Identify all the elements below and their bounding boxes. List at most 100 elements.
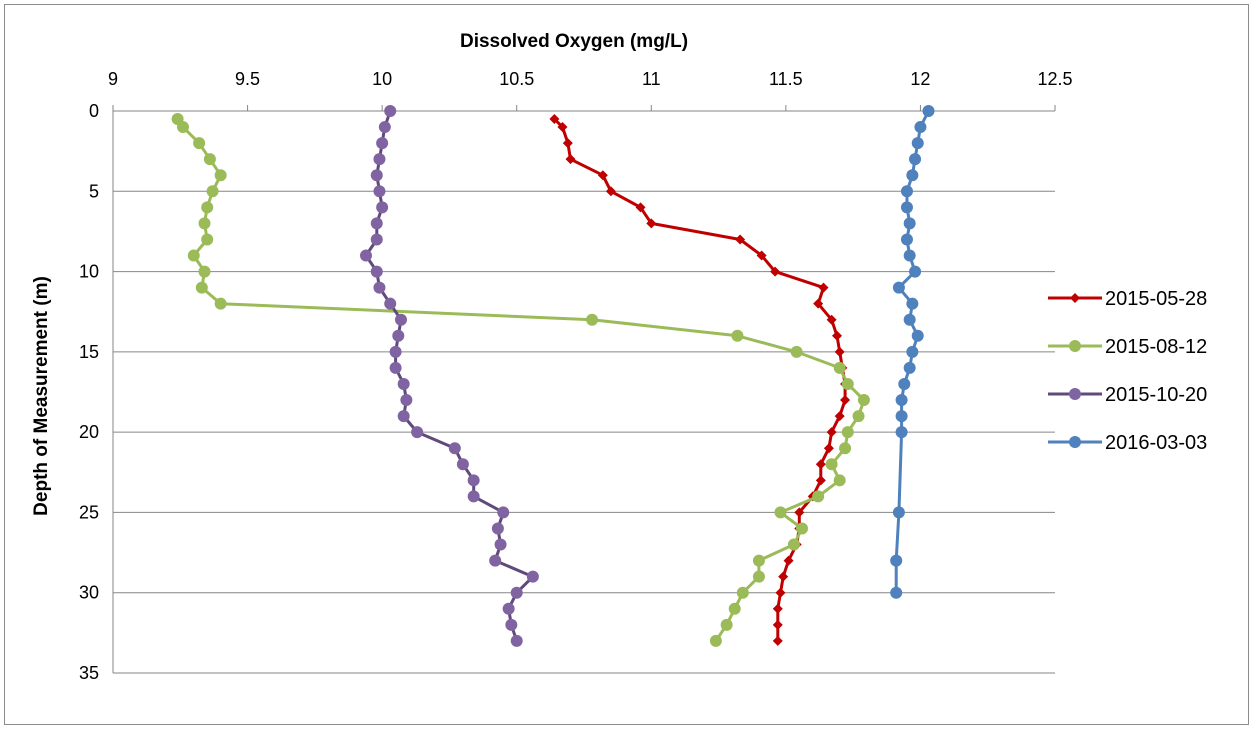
data-point-2015-10-20-4 — [370, 169, 383, 182]
data-point-2016-03-03-11 — [892, 281, 905, 294]
data-point-2015-10-20-19 — [397, 410, 410, 423]
legend-item-2015-10-20: 2015-10-20 — [1048, 384, 1207, 406]
data-point-2015-08-12-8 — [201, 233, 214, 246]
data-point-2015-05-28-18 — [840, 395, 851, 406]
data-point-2016-03-03-14 — [911, 329, 924, 342]
legend: 2015-05-28 2015-08-12 2015-10-20 2016-03-03 — [1048, 288, 1207, 454]
series-2015-10-20 — [359, 105, 539, 647]
data-point-2015-10-20-27 — [494, 538, 507, 551]
data-point-2015-05-28-15 — [834, 346, 845, 357]
data-point-2015-08-12-11 — [195, 281, 208, 294]
data-point-2016-03-03-2 — [911, 137, 924, 150]
legend-label-2016-03-03: 2016-03-03 — [1105, 432, 1207, 454]
data-point-2015-08-12-22 — [825, 458, 838, 471]
data-point-2016-03-03-23 — [890, 586, 903, 599]
series-line-2015-05-28 — [553, 117, 847, 641]
data-point-2015-05-28-20 — [826, 427, 837, 438]
data-point-2016-03-03-16 — [903, 361, 916, 374]
legend-item-2016-03-03: 2016-03-03 — [1048, 432, 1207, 454]
data-point-2015-05-28-6 — [635, 202, 646, 213]
data-point-2015-05-28-31 — [772, 603, 783, 614]
data-point-2015-05-28-28 — [783, 555, 794, 566]
data-point-2015-08-12-28 — [752, 554, 765, 567]
data-point-2015-10-20-21 — [448, 442, 461, 455]
data-point-2015-10-20-16 — [389, 361, 402, 374]
data-point-2015-05-28-22 — [815, 459, 826, 470]
data-point-2015-05-28-19 — [834, 411, 845, 422]
data-point-2016-03-03-18 — [895, 394, 908, 407]
data-point-2015-08-12-19 — [852, 410, 865, 423]
data-point-2015-10-20-18 — [400, 394, 413, 407]
data-point-2015-05-28-30 — [775, 587, 786, 598]
data-point-2015-05-28-33 — [772, 635, 783, 646]
data-point-2015-10-20-33 — [510, 634, 523, 647]
data-point-2015-10-20-25 — [497, 506, 510, 519]
y-tick-label-4: 20 — [79, 422, 99, 442]
dissolved-oxygen-chart: 0 5 10 15 20 25 30 35 9 9.5 10 10.5 11 11.5 12 12.5 Dis… — [31, 31, 1207, 683]
chart-frame: 0 5 10 15 20 25 30 35 9 9.5 10 10.5 11 11.5 12 12.5 Dis… — [4, 4, 1249, 725]
data-point-2015-05-28-11 — [818, 282, 829, 293]
series-layer — [171, 105, 935, 647]
data-point-2015-05-28-23 — [815, 475, 826, 486]
data-point-2015-08-12-6 — [201, 201, 214, 214]
y-tick-label-2: 10 — [79, 262, 99, 282]
data-point-2015-10-20-14 — [392, 329, 405, 342]
data-point-2015-05-28-9 — [756, 250, 767, 261]
data-point-2015-10-20-17 — [397, 377, 410, 390]
data-point-2015-08-12-7 — [198, 217, 211, 230]
data-point-2015-08-12-30 — [736, 586, 749, 599]
data-point-2015-05-28-12 — [813, 298, 824, 309]
data-point-2016-03-03-17 — [898, 377, 911, 390]
data-point-2016-03-03-3 — [909, 153, 922, 166]
data-point-2016-03-03-13 — [903, 313, 916, 326]
data-point-2015-08-12-23 — [833, 474, 846, 487]
data-point-2015-05-28-10 — [770, 266, 781, 277]
data-point-2015-10-20-23 — [467, 474, 480, 487]
data-point-2015-08-12-25 — [774, 506, 787, 519]
data-point-2015-10-20-9 — [359, 249, 372, 262]
data-point-2015-10-20-24 — [467, 490, 480, 503]
data-point-2015-10-20-29 — [526, 570, 539, 583]
data-point-2015-10-20-28 — [489, 554, 502, 567]
y-tick-label-3: 15 — [79, 342, 99, 362]
data-point-2015-08-12-24 — [812, 490, 825, 503]
data-point-2015-08-12-32 — [720, 618, 733, 631]
data-point-2015-08-12-15 — [790, 345, 803, 358]
legend-label-2015-05-28: 2015-05-28 — [1105, 288, 1207, 310]
data-point-2015-10-20-7 — [370, 217, 383, 230]
legend-swatch-marker-2015-10-20 — [1069, 388, 1081, 400]
data-point-2015-05-28-2 — [562, 138, 573, 149]
data-point-2015-05-28-3 — [565, 154, 576, 165]
x-axis-title: Dissolved Oxygen (mg/L) — [460, 31, 688, 52]
data-point-2015-08-12-14 — [731, 329, 744, 342]
series-2015-05-28 — [549, 114, 851, 646]
x-tick-label-7: 12.5 — [1037, 69, 1072, 89]
legend-item-2015-08-12: 2015-08-12 — [1048, 336, 1207, 358]
data-point-2016-03-03-15 — [906, 345, 919, 358]
data-point-2015-08-12-13 — [586, 313, 599, 326]
x-tick-label-4: 11 — [642, 69, 661, 89]
data-point-2015-10-20-1 — [378, 121, 391, 134]
legend-swatch-marker-2016-03-03 — [1069, 436, 1081, 448]
data-point-2015-10-20-8 — [370, 233, 383, 246]
data-point-2015-10-20-3 — [373, 153, 386, 166]
data-point-2015-08-12-29 — [752, 570, 765, 583]
data-point-2015-05-28-7 — [646, 218, 657, 229]
data-point-2016-03-03-22 — [890, 554, 903, 567]
data-point-2015-10-20-13 — [394, 313, 407, 326]
data-point-2016-03-03-12 — [906, 297, 919, 310]
data-point-2015-05-28-29 — [778, 571, 789, 582]
y-tick-label-6: 30 — [79, 583, 99, 603]
data-point-2015-10-20-6 — [376, 201, 389, 214]
data-point-2016-03-03-0 — [922, 105, 935, 117]
data-point-2015-08-12-3 — [203, 153, 216, 166]
data-point-2015-10-20-5 — [373, 185, 386, 198]
series-2015-08-12 — [171, 113, 870, 647]
data-point-2015-08-12-21 — [839, 442, 852, 455]
data-point-2015-05-28-8 — [735, 234, 746, 245]
legend-label-2015-10-20: 2015-10-20 — [1105, 384, 1207, 406]
data-point-2015-05-28-0 — [549, 114, 560, 125]
data-point-2015-05-28-32 — [772, 619, 783, 630]
data-point-2016-03-03-10 — [909, 265, 922, 278]
data-point-2015-10-20-30 — [510, 586, 523, 599]
